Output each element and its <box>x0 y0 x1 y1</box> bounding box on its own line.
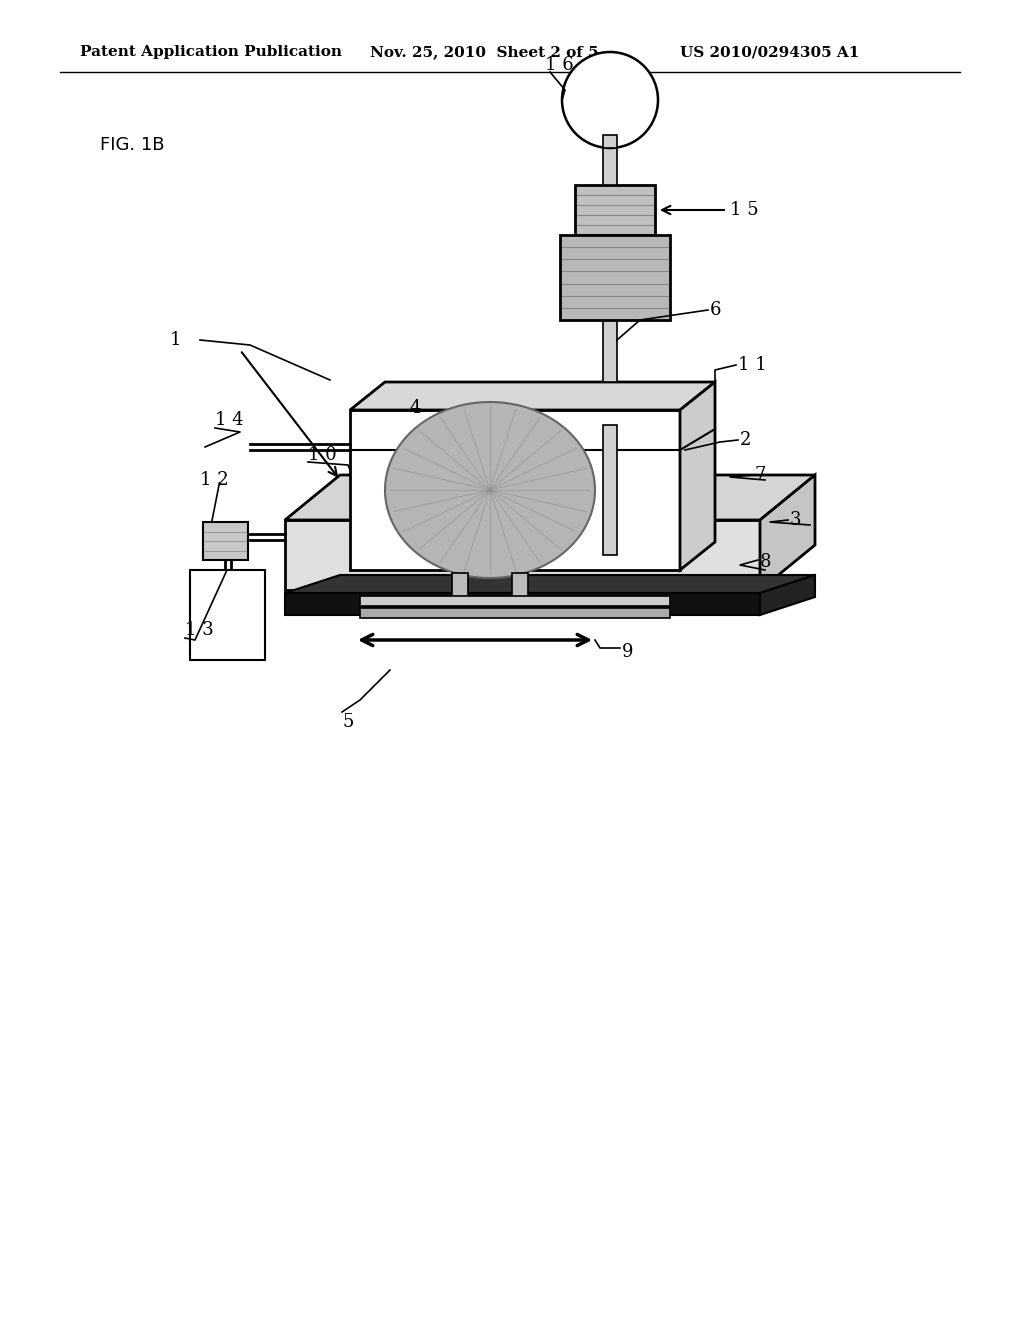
Text: Patent Application Publication: Patent Application Publication <box>80 45 342 59</box>
Polygon shape <box>385 403 595 578</box>
Text: US 2010/0294305 A1: US 2010/0294305 A1 <box>680 45 859 59</box>
Text: 7: 7 <box>755 466 766 484</box>
Text: 2: 2 <box>740 432 752 449</box>
Text: 1 0: 1 0 <box>308 446 337 465</box>
Polygon shape <box>285 576 815 593</box>
Bar <box>603 216 617 381</box>
Polygon shape <box>760 576 815 615</box>
Bar <box>190 570 265 660</box>
Polygon shape <box>350 411 680 570</box>
Bar <box>575 185 655 235</box>
Bar <box>360 597 670 606</box>
Text: 1 3: 1 3 <box>185 620 214 639</box>
Bar <box>452 573 468 598</box>
Text: 6: 6 <box>710 301 722 319</box>
Text: 1: 1 <box>169 331 181 348</box>
Polygon shape <box>285 475 815 520</box>
Bar <box>203 521 248 560</box>
Text: 9: 9 <box>622 643 634 661</box>
Text: 1 6: 1 6 <box>545 55 573 74</box>
Polygon shape <box>760 475 815 590</box>
Text: 8: 8 <box>760 553 771 572</box>
Text: 1 2: 1 2 <box>200 471 228 488</box>
Text: 1 1: 1 1 <box>738 356 767 374</box>
Bar <box>560 235 670 319</box>
Polygon shape <box>680 381 715 570</box>
Text: 3: 3 <box>790 511 802 529</box>
Bar <box>603 135 617 148</box>
Polygon shape <box>350 381 715 411</box>
Text: 1 4: 1 4 <box>215 411 244 429</box>
Bar <box>603 135 617 185</box>
Circle shape <box>562 51 658 148</box>
Text: 1 5: 1 5 <box>730 201 759 219</box>
Polygon shape <box>285 520 760 590</box>
Text: FIG. 1B: FIG. 1B <box>100 136 165 154</box>
Bar <box>360 609 670 618</box>
Polygon shape <box>285 593 760 615</box>
Bar <box>512 573 528 598</box>
Text: 4: 4 <box>410 399 421 417</box>
Bar <box>603 425 617 554</box>
Text: 5: 5 <box>342 713 353 731</box>
Text: Nov. 25, 2010  Sheet 2 of 5: Nov. 25, 2010 Sheet 2 of 5 <box>370 45 599 59</box>
